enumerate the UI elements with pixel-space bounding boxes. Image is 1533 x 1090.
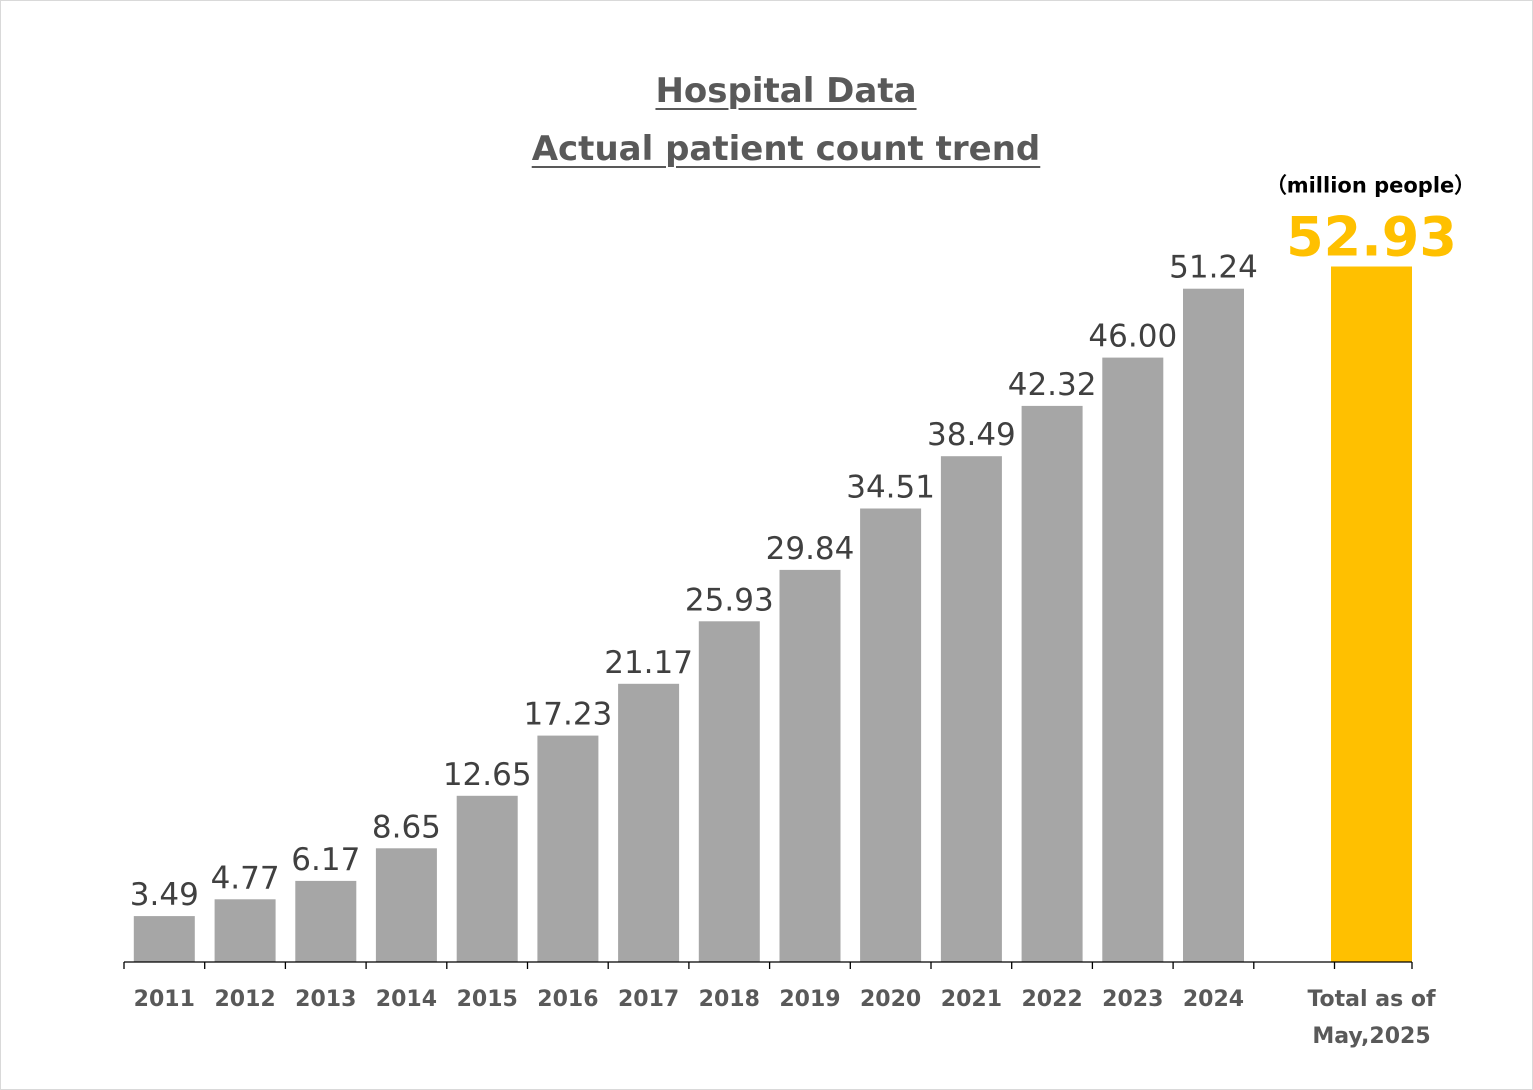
chart-title-block: Hospital Data Actual patient count trend (0, 62, 1533, 178)
chart-subtitle: Actual patient count trend (531, 129, 1041, 169)
bar-2021 (940, 456, 1002, 962)
highlight-tick-label-line-1: Total as of (1307, 987, 1435, 1012)
value-label-2019: 29.84 (766, 531, 855, 567)
tick-label-2023: 2023 (1102, 987, 1163, 1012)
chart-title: Hospital Data (655, 71, 917, 111)
labels-layer: 3.49 2011 4.77 2012 6.17 2013 8.65 2014 12.65 201… (130, 174, 1475, 1050)
unit-label: （million people） (1266, 174, 1476, 198)
bar-2017 (618, 683, 680, 962)
bar-2020 (860, 508, 922, 962)
tick-label-2011: 2011 (134, 987, 195, 1012)
tick-label-2014: 2014 (376, 987, 437, 1012)
value-label-2017: 21.17 (604, 645, 693, 681)
bar-2013 (295, 880, 357, 962)
highlight-value-label: 52.93 (1286, 206, 1457, 269)
bar-2016 (537, 735, 599, 962)
value-label-2014: 8.65 (372, 809, 441, 845)
value-label-2020: 34.51 (846, 470, 935, 506)
tick-label-2012: 2012 (214, 987, 275, 1012)
tick-label-2017: 2017 (618, 987, 679, 1012)
value-label-2022: 42.32 (1008, 367, 1097, 403)
value-label-2016: 17.23 (524, 697, 613, 733)
bar-2011 (133, 916, 195, 962)
bar-2019 (779, 569, 841, 962)
bar-2015 (456, 795, 518, 962)
value-label-2011: 3.49 (130, 877, 199, 913)
bars-layer (133, 266, 1412, 963)
tick-label-2013: 2013 (295, 987, 356, 1012)
value-label-2013: 6.17 (291, 842, 360, 878)
highlight-bar (1331, 266, 1412, 962)
tick-label-2020: 2020 (860, 987, 921, 1012)
value-label-2012: 4.77 (211, 860, 280, 896)
tick-label-2022: 2022 (1021, 987, 1082, 1012)
tick-label-2024: 2024 (1183, 987, 1244, 1012)
tick-label-2019: 2019 (779, 987, 840, 1012)
tick-label-2018: 2018 (699, 987, 760, 1012)
bar-2018 (698, 621, 760, 962)
value-label-2018: 25.93 (685, 582, 774, 618)
value-label-2021: 38.49 (927, 417, 1016, 453)
value-label-2015: 12.65 (443, 757, 532, 793)
tick-label-2015: 2015 (457, 987, 518, 1012)
value-label-2024: 51.24 (1169, 250, 1258, 286)
bar-2024 (1183, 288, 1244, 962)
highlight-tick-label-line-2: May,2025 (1312, 1024, 1430, 1049)
x-axis (123, 961, 1413, 969)
tick-label-2021: 2021 (941, 987, 1002, 1012)
bar-2022 (1021, 405, 1083, 962)
tick-label-2016: 2016 (537, 987, 598, 1012)
value-label-2023: 46.00 (1088, 319, 1177, 355)
bar-2014 (375, 848, 437, 962)
bar-2023 (1102, 357, 1164, 963)
bar-2012 (214, 899, 276, 962)
